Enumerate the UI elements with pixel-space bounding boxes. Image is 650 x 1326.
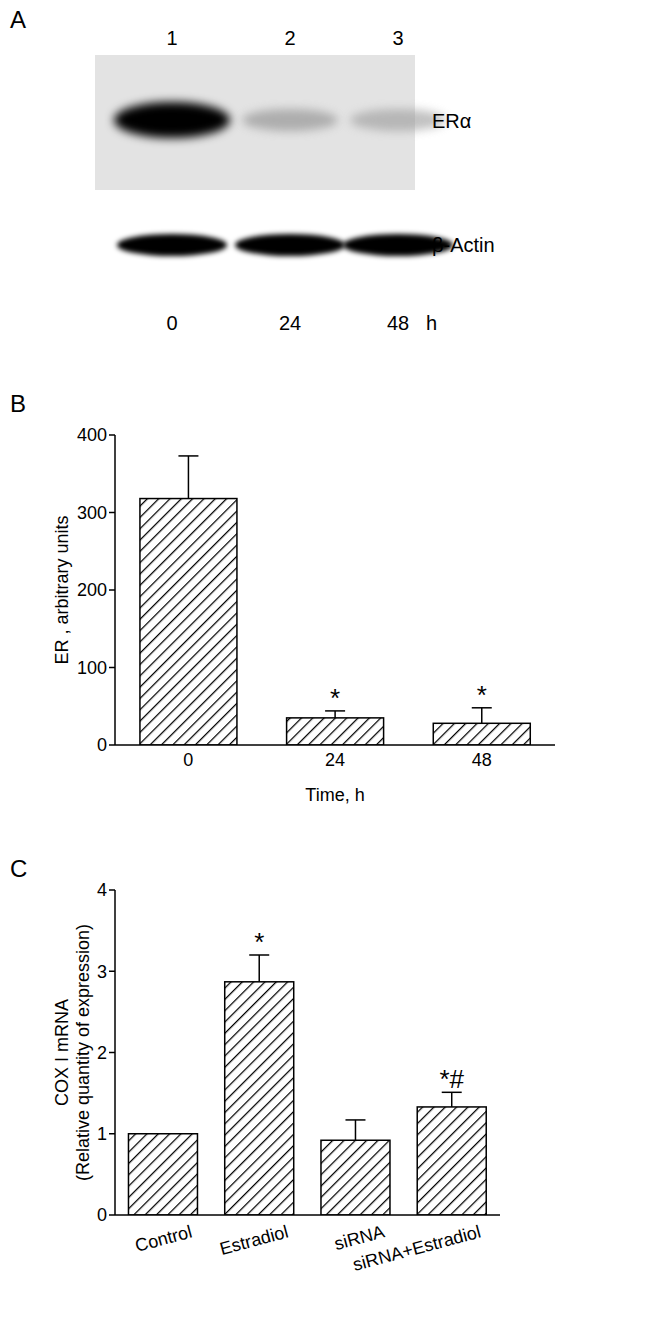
svg-text:300: 300 [77, 503, 107, 523]
svg-text:(Relative quantity of expressi: (Relative quantity of expression) [73, 924, 93, 1181]
svg-text:siRNA+Estradiol: siRNA+Estradiol [351, 1222, 483, 1275]
svg-text:h: h [426, 312, 437, 334]
svg-text:400: 400 [77, 425, 107, 445]
svg-text:Control: Control [133, 1222, 194, 1256]
svg-text:24: 24 [279, 312, 301, 334]
svg-text:COX I mRNA: COX I mRNA [52, 999, 72, 1106]
svg-text:Time, h: Time, h [305, 785, 364, 805]
svg-text:Estradiol: Estradiol [218, 1222, 291, 1259]
svg-text:48: 48 [387, 312, 409, 334]
html-text:C: C [10, 855, 28, 882]
svg-text:*#: *# [439, 1064, 464, 1094]
svg-text:2: 2 [284, 27, 295, 49]
svg-text:3: 3 [392, 27, 403, 49]
svg-text:0: 0 [97, 1205, 107, 1225]
svg-text:3: 3 [97, 962, 107, 982]
svg-text:100: 100 [77, 658, 107, 678]
svg-text:*: * [254, 927, 264, 957]
svg-text:4: 4 [97, 880, 107, 900]
svg-text:*: * [477, 680, 487, 710]
svg-text:0: 0 [97, 735, 107, 755]
svg-text:β-Actin: β-Actin [432, 234, 495, 256]
svg-text:ER , arbitrary units: ER , arbitrary units [52, 515, 72, 664]
svg-text:0: 0 [183, 750, 193, 770]
svg-text:48: 48 [472, 750, 492, 770]
svg-text:A: A [10, 6, 26, 33]
svg-text:1: 1 [97, 1124, 107, 1144]
svg-text:0: 0 [166, 312, 177, 334]
svg-text:1: 1 [166, 27, 177, 49]
svg-text:24: 24 [325, 750, 345, 770]
svg-text:*: * [330, 683, 340, 713]
svg-text:2: 2 [97, 1043, 107, 1063]
svg-text:ERα: ERα [432, 110, 471, 132]
html-text:B: B [10, 390, 26, 417]
svg-text:200: 200 [77, 580, 107, 600]
